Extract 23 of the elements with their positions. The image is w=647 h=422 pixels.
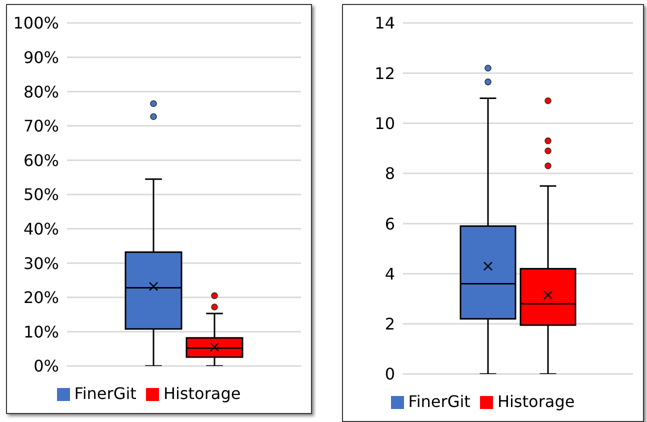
y-tick-label: 90% [23,48,59,67]
y-tick-label: 100% [13,14,59,33]
legend-label: FinerGit [408,392,470,411]
y-tick-label: 80% [23,82,59,102]
y-tick-label: 10% [23,322,59,342]
y-tick-label: 4 [384,264,395,284]
legend-label: Historage [497,392,575,411]
y-tick-label: 50% [23,185,59,204]
y-tick-label: 10 [374,114,395,133]
y-tick-label: 0 [384,364,395,384]
y-tick-label: 30% [23,254,59,273]
y-tick-label: 20% [23,288,59,308]
y-tick-label: 2 [384,314,395,334]
y-tick-label: 6 [384,214,395,234]
legend-label: Historage [163,384,241,403]
y-tick-label: 40% [23,219,59,238]
y-tick-label: 60% [23,150,59,170]
legend-label: FinerGit [74,384,136,403]
y-tick-label: 70% [23,116,59,136]
y-tick-label: 0% [34,356,59,376]
y-tick-label: 8 [384,164,395,184]
y-tick-label: 14 [374,14,395,33]
y-tick-label: 12 [374,64,395,83]
